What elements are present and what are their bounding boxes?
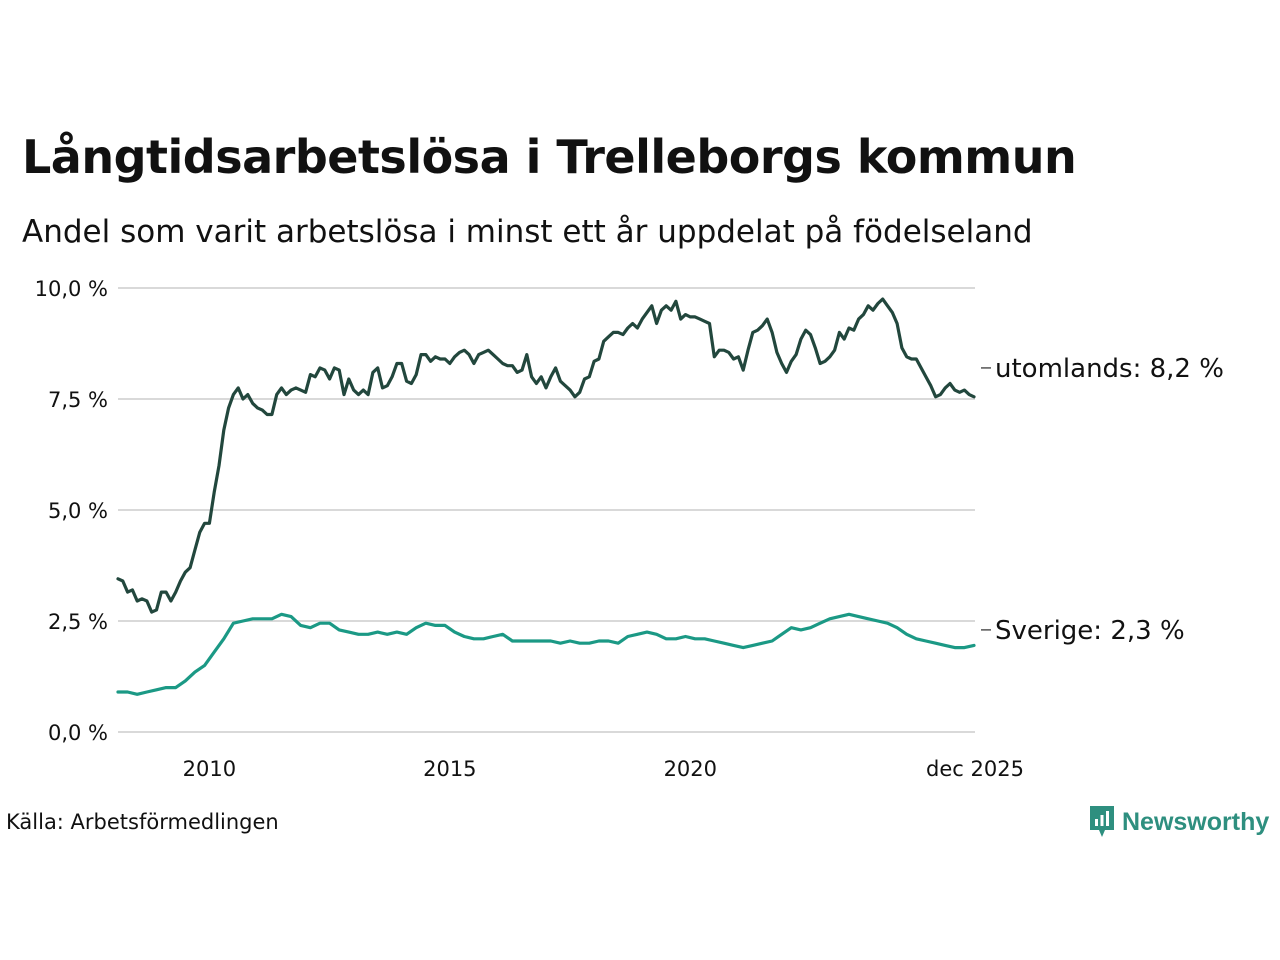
end-label-sverige: Sverige: 2,3 %	[995, 616, 1185, 646]
brand-logo: Newsworthy	[1088, 804, 1269, 840]
y-tick-label-0: 0,0 %	[48, 721, 108, 745]
x-tick-label-1: 2015	[423, 757, 476, 781]
series-line-sverige	[116, 612, 976, 696]
y-tick-label-1: 2,5 %	[48, 610, 108, 634]
x-tick-label-3: dec 2025	[926, 757, 1024, 781]
y-tick-label-4: 10,0 %	[35, 277, 108, 301]
chart-subtitle: Andel som varit arbetslösa i minst ett å…	[22, 214, 1033, 250]
y-tick-label-2: 5,0 %	[48, 499, 108, 523]
series-line-utomlands	[116, 297, 976, 614]
source-note: Källa: Arbetsförmedlingen	[6, 810, 279, 834]
brand-name: Newsworthy	[1122, 807, 1270, 836]
newsworthy-logo-icon	[1090, 806, 1114, 837]
end-label-utomlands: utomlands: 8,2 %	[995, 354, 1224, 384]
chart-title: Långtidsarbetslösa i Trelleborgs kommun	[22, 130, 1077, 184]
x-tick-label-2: 2020	[664, 757, 717, 781]
x-tick-label-0: 2010	[183, 757, 236, 781]
y-tick-label-3: 7,5 %	[48, 388, 108, 412]
